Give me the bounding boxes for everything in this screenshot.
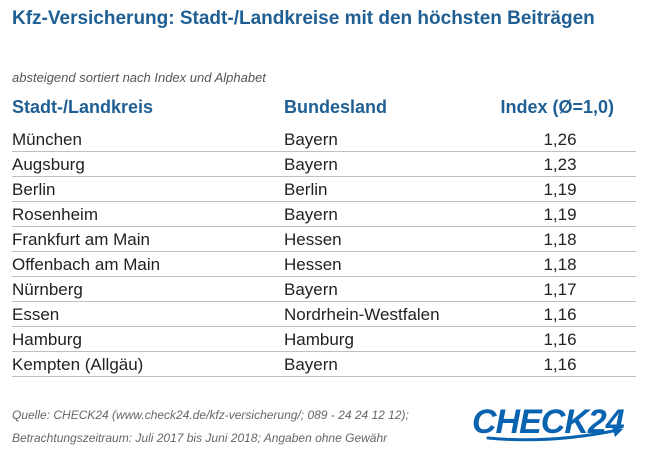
cell-index: 1,16 <box>543 355 577 374</box>
cell-index: 1,26 <box>543 130 577 149</box>
cell-city: München <box>12 130 82 149</box>
cell-state: Bayern <box>284 205 338 224</box>
check24-logo: CHECK24 <box>472 403 626 442</box>
logo-arrow-icon <box>612 426 623 437</box>
table-row: Augsburg Bayern 1,23 <box>12 152 636 177</box>
cell-index: 1,18 <box>543 230 577 249</box>
sort-note: absteigend sortiert nach Index und Alpha… <box>12 70 266 85</box>
cell-city: Augsburg <box>12 155 85 174</box>
cell-index: 1,16 <box>543 305 577 324</box>
cell-index: 1,23 <box>543 155 577 174</box>
cell-state: Hessen <box>284 230 342 249</box>
column-header-index: Index (Ø=1,0) <box>500 97 614 117</box>
period-note: Betrachtungszeitraum: Juli 2017 bis Juni… <box>12 431 388 445</box>
logo-wordmark: CHECK24 <box>472 403 625 441</box>
table-row: Nürnberg Bayern 1,17 <box>12 277 636 302</box>
cell-city: Hamburg <box>12 330 82 349</box>
cell-state: Nordrhein-Westfalen <box>284 305 440 324</box>
cell-index: 1,19 <box>543 205 577 224</box>
cell-state: Bayern <box>284 130 338 149</box>
table-row: Kempten (Allgäu) Bayern 1,16 <box>12 352 636 377</box>
cell-state: Hamburg <box>284 330 354 349</box>
cell-state: Hessen <box>284 255 342 274</box>
table-body: München Bayern 1,26 Augsburg Bayern 1,23… <box>12 127 636 377</box>
cell-city: Berlin <box>12 180 56 199</box>
cell-state: Berlin <box>284 180 328 199</box>
table-row: Rosenheim Bayern 1,19 <box>12 202 636 227</box>
cell-state: Bayern <box>284 155 338 174</box>
cell-index: 1,18 <box>543 255 577 274</box>
cell-city: Kempten (Allgäu) <box>12 355 144 374</box>
column-header-state: Bundesland <box>284 97 388 117</box>
page-title: Kfz-Versicherung: Stadt-/Landkreise mit … <box>12 8 595 29</box>
table-row: Hamburg Hamburg 1,16 <box>12 327 636 352</box>
logo-swoosh-icon <box>486 428 620 442</box>
table-header: Stadt-/Landkreis Bundesland Index (Ø=1,0… <box>12 97 636 127</box>
cell-index: 1,19 <box>543 180 577 199</box>
cell-index: 1,16 <box>543 330 577 349</box>
table-row: München Bayern 1,26 <box>12 127 636 152</box>
table-row: Frankfurt am Main Hessen 1,18 <box>12 227 636 252</box>
cell-city: Nürnberg <box>12 280 83 299</box>
cell-state: Bayern <box>284 280 338 299</box>
table-row: Offenbach am Main Hessen 1,18 <box>12 252 636 277</box>
cell-index: 1,17 <box>543 280 577 299</box>
cell-city: Offenbach am Main <box>12 255 161 274</box>
column-header-city: Stadt-/Landkreis <box>12 97 154 117</box>
source-note: Quelle: CHECK24 (www.check24.de/kfz-vers… <box>12 408 409 422</box>
cell-city: Rosenheim <box>12 205 98 224</box>
table-row: Essen Nordrhein-Westfalen 1,16 <box>12 302 636 327</box>
table-row: Berlin Berlin 1,19 <box>12 177 636 202</box>
cell-city: Frankfurt am Main <box>12 230 150 249</box>
cell-city: Essen <box>12 305 60 324</box>
cell-state: Bayern <box>284 355 338 374</box>
